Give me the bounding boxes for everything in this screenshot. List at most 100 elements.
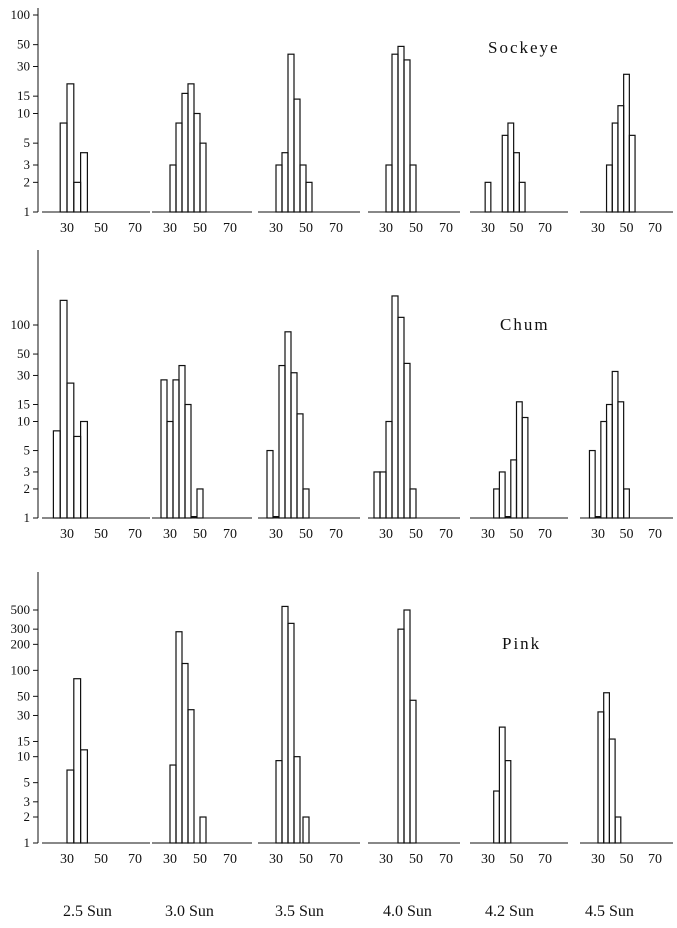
x-tick-label-sockeye-5-50: 50 xyxy=(620,221,634,236)
bar-pink-1-1 xyxy=(175,631,183,844)
bar-sockeye-5-1 xyxy=(611,122,619,213)
x-tick-label-chum-1-70: 70 xyxy=(223,527,237,542)
bar-chum-2-6 xyxy=(302,488,310,519)
x-tick-label-chum-3-30: 30 xyxy=(379,527,393,542)
bar-chum-2-2 xyxy=(278,364,286,519)
bar-chum-0-0 xyxy=(52,430,61,519)
bar-sockeye-1-0 xyxy=(169,164,177,213)
bar-chum-1-1 xyxy=(166,420,174,519)
y-tick-label-pink-200: 200 xyxy=(11,636,31,651)
y-tick-label-pink-15: 15 xyxy=(17,733,30,748)
bar-sockeye-2-5 xyxy=(305,181,313,213)
bar-pink-5-2 xyxy=(608,738,616,844)
y-tick-label-chum-50: 50 xyxy=(17,346,30,361)
x-tick-label-chum-3-70: 70 xyxy=(439,527,453,542)
y-tick-label-sockeye-50: 50 xyxy=(17,37,30,52)
x-tick-label-pink-4-30: 30 xyxy=(481,852,495,867)
bar-pink-1-4 xyxy=(199,816,207,844)
x-tick-label-pink-3-70: 70 xyxy=(439,852,453,867)
bar-sockeye-0-0 xyxy=(59,122,68,213)
bar-sockeye-1-1 xyxy=(175,122,183,213)
x-tick-label-chum-2-30: 30 xyxy=(269,527,283,542)
bar-sockeye-5-0 xyxy=(605,164,613,213)
bar-chum-1-2 xyxy=(172,379,180,519)
y-tick-label-chum-2: 2 xyxy=(24,481,31,496)
bar-pink-1-3 xyxy=(187,709,195,844)
bar-pink-3-0 xyxy=(397,628,405,844)
y-tick-label-pink-50: 50 xyxy=(17,688,30,703)
bar-chum-3-2 xyxy=(385,420,393,519)
bar-sockeye-1-2 xyxy=(181,92,189,213)
bar-pink-1-0 xyxy=(169,764,177,844)
x-tick-label-sockeye-4-30: 30 xyxy=(481,221,495,236)
bar-chum-2-3 xyxy=(284,331,292,519)
y-tick-label-chum-15: 15 xyxy=(17,397,30,412)
bar-chum-1-0 xyxy=(160,379,168,519)
y-tick-label-sockeye-15: 15 xyxy=(17,88,30,103)
bar-pink-5-0 xyxy=(597,711,605,844)
y-tick-label-sockeye-30: 30 xyxy=(17,59,30,74)
bar-chum-0-3 xyxy=(73,435,82,519)
x-tick-label-pink-0-50: 50 xyxy=(94,852,108,867)
bar-chum-4-1 xyxy=(498,471,506,519)
x-tick-label-sockeye-1-70: 70 xyxy=(223,221,237,236)
bar-pink-2-2 xyxy=(287,622,295,844)
x-tick-label-sockeye-1-50: 50 xyxy=(193,221,207,236)
y-tick-label-pink-500: 500 xyxy=(11,602,31,617)
bar-sockeye-5-2 xyxy=(617,105,625,213)
bar-pink-4-0 xyxy=(493,790,501,844)
bar-sockeye-3-3 xyxy=(403,59,411,213)
bar-chum-4-2 xyxy=(505,516,511,518)
x-tick-label-pink-2-50: 50 xyxy=(299,852,313,867)
column-label-4-2-sun: 4.2 Sun xyxy=(485,903,534,920)
bar-sockeye-4-2 xyxy=(507,122,515,213)
x-tick-label-pink-1-70: 70 xyxy=(223,852,237,867)
x-tick-label-sockeye-1-30: 30 xyxy=(163,221,177,236)
bar-sockeye-4-4 xyxy=(518,181,526,213)
y-tick-label-chum-3: 3 xyxy=(24,464,31,479)
y-tick-label-chum-100: 100 xyxy=(11,317,31,332)
x-tick-label-chum-0-50: 50 xyxy=(94,527,108,542)
bar-sockeye-2-0 xyxy=(275,164,283,213)
bar-chum-0-4 xyxy=(79,420,88,519)
species-label-chum: Chum xyxy=(500,315,550,334)
bar-pink-1-2 xyxy=(181,662,189,844)
y-tick-label-sockeye-1: 1 xyxy=(24,204,31,219)
x-tick-label-pink-4-50: 50 xyxy=(510,852,524,867)
bar-sockeye-0-2 xyxy=(73,181,82,213)
x-tick-label-sockeye-0-30: 30 xyxy=(60,221,74,236)
bar-pink-3-1 xyxy=(403,609,411,844)
bar-pink-2-3 xyxy=(293,756,301,844)
bar-pink-3-2 xyxy=(409,699,417,844)
bar-chum-5-4 xyxy=(611,370,619,519)
y-tick-label-pink-300: 300 xyxy=(11,621,31,636)
y-tick-label-sockeye-2: 2 xyxy=(24,174,31,189)
x-tick-label-pink-3-50: 50 xyxy=(409,852,423,867)
x-tick-label-chum-4-50: 50 xyxy=(510,527,524,542)
x-tick-label-chum-4-30: 30 xyxy=(481,527,495,542)
x-tick-label-chum-5-70: 70 xyxy=(648,527,662,542)
bar-pink-2-1 xyxy=(281,605,289,844)
bar-chum-2-5 xyxy=(296,413,304,519)
bar-sockeye-3-1 xyxy=(391,53,399,213)
column-label-3-5-sun: 3.5 Sun xyxy=(275,903,324,920)
x-tick-label-sockeye-2-50: 50 xyxy=(299,221,313,236)
bar-pink-5-1 xyxy=(603,692,611,844)
x-tick-label-sockeye-0-50: 50 xyxy=(94,221,108,236)
bar-pink-5-3 xyxy=(614,816,622,844)
bar-pink-0-2 xyxy=(79,749,88,844)
bar-chum-3-5 xyxy=(403,362,411,519)
x-tick-label-chum-1-50: 50 xyxy=(193,527,207,542)
bar-pink-4-1 xyxy=(498,726,506,844)
x-tick-label-sockeye-5-30: 30 xyxy=(591,221,605,236)
bar-chum-5-0 xyxy=(588,449,596,519)
x-tick-label-sockeye-5-70: 70 xyxy=(648,221,662,236)
bar-chum-2-0 xyxy=(266,449,274,519)
y-tick-label-sockeye-3: 3 xyxy=(24,157,31,172)
x-tick-label-pink-5-70: 70 xyxy=(648,852,662,867)
x-tick-label-pink-1-30: 30 xyxy=(163,852,177,867)
x-tick-label-sockeye-3-70: 70 xyxy=(439,221,453,236)
y-tick-label-chum-5: 5 xyxy=(24,443,31,458)
x-tick-label-pink-0-70: 70 xyxy=(128,852,142,867)
